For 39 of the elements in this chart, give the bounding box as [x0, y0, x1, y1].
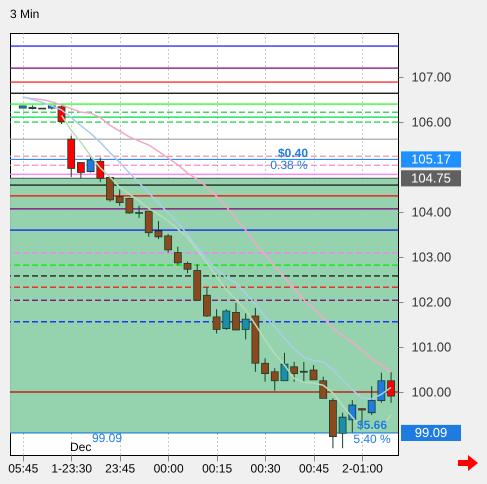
annotation: 5.40 % [353, 432, 392, 446]
x-tick-label: 23:45 [105, 462, 136, 476]
y-tick-label: 102.00 [412, 294, 452, 310]
x-tick-label: 00:00 [154, 462, 184, 476]
candlestick [106, 176, 114, 202]
y-tick-label: 103.00 [412, 250, 452, 265]
candlestick [310, 364, 318, 380]
x-tick-label: 00:15 [202, 462, 232, 476]
ref-line-label: 99.09 [414, 424, 448, 440]
annotation: $0.40 [278, 146, 308, 160]
y-tick-label: 100.00 [412, 384, 452, 400]
y-tick-label: 101.00 [412, 340, 452, 355]
candlestick [212, 308, 220, 334]
y-tick-label: 104.00 [412, 204, 452, 220]
x-tick-label: 00:30 [250, 462, 281, 476]
candlestick [222, 308, 230, 330]
x-tick-label: 1-23:30 [51, 462, 92, 476]
x-tick-label: 05:45 [8, 462, 39, 476]
candlestick [144, 210, 153, 238]
candlestick [270, 368, 279, 392]
candlestick [174, 246, 182, 266]
candlestick [242, 312, 250, 340]
annotation: Dec [70, 440, 92, 454]
x-tick-label: 00:45 [299, 462, 330, 476]
candlestick [368, 386, 376, 416]
candlestick [300, 361, 308, 382]
candlestick [203, 286, 211, 318]
ref-line-label: 104.75 [411, 170, 451, 186]
y-tick-label: 106.00 [412, 114, 452, 130]
annotation: 99.09 [92, 431, 122, 445]
annotation: $5.66 [356, 418, 388, 432]
y-tick-label: 107.00 [412, 70, 452, 85]
annotation: 0.38 % [270, 158, 308, 172]
candlestick [184, 261, 192, 274]
candlestick [116, 189, 124, 206]
ref-line-label: 105.17 [411, 151, 451, 166]
x-tick-label: 2-01:00 [342, 462, 384, 476]
candlestick [232, 302, 240, 330]
chart-title: 3 Min [10, 7, 40, 21]
